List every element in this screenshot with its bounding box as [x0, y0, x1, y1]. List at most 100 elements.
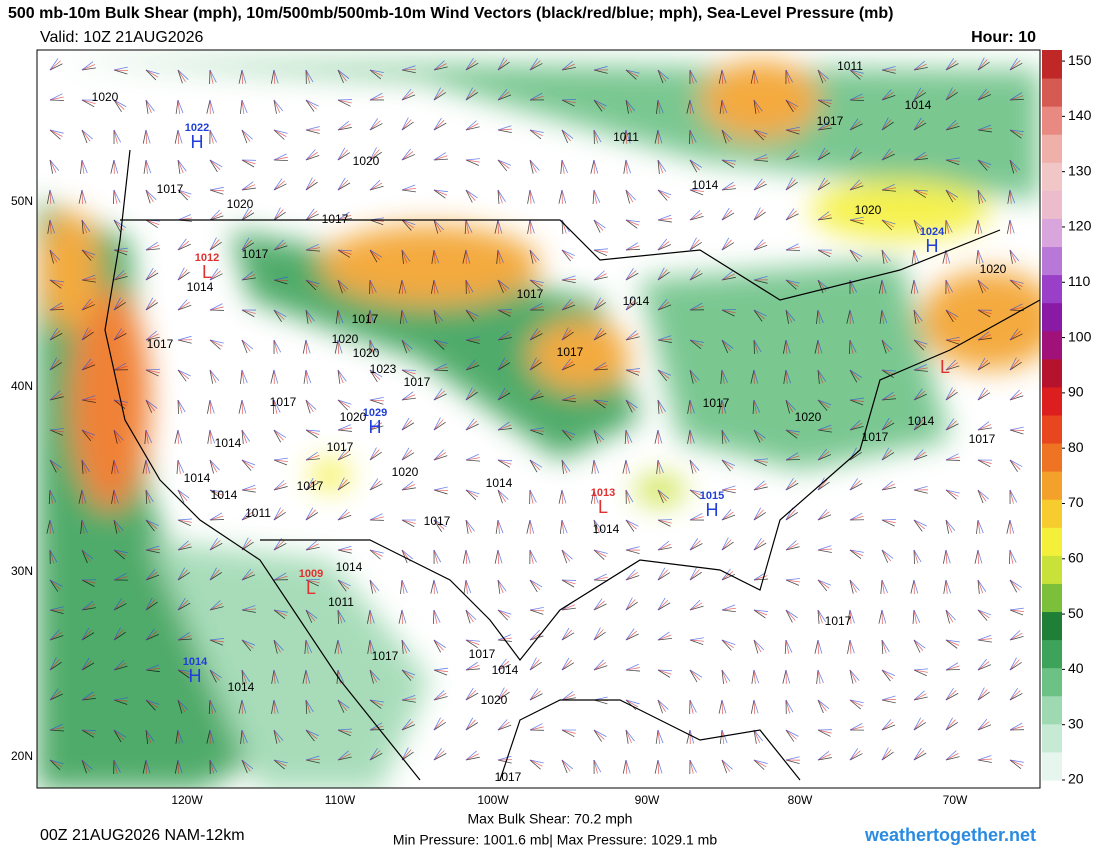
- wind-barb: [849, 422, 863, 431]
- wind-barb: [273, 309, 285, 320]
- wind-barb: [817, 428, 832, 431]
- wind-barb: [721, 541, 734, 551]
- wind-barb: [369, 147, 377, 161]
- wind-barb: [207, 429, 211, 444]
- wind-barb: [49, 429, 64, 436]
- wind-barb: [401, 187, 416, 191]
- wind-barb: [337, 369, 344, 384]
- wind-barb: [49, 759, 61, 771]
- wind-barb: [337, 177, 346, 191]
- wind-barb: [177, 572, 191, 581]
- wind-barb: [497, 660, 510, 671]
- wind-barb: [817, 669, 821, 684]
- wind-barb: [48, 489, 51, 505]
- wind-barb: [721, 639, 736, 645]
- wind-barb: [689, 569, 700, 581]
- wind-barb: [337, 339, 343, 354]
- wind-barb: [625, 519, 639, 527]
- wind-barb: [465, 579, 472, 594]
- wind-barb: [689, 69, 698, 83]
- wind-barb: [945, 389, 956, 401]
- wind-barb: [561, 189, 567, 204]
- wind-barb: [49, 606, 64, 611]
- wind-barb: [977, 124, 992, 131]
- wind-barb: [913, 519, 927, 527]
- wind-barb: [113, 519, 124, 531]
- wind-barb: [977, 189, 980, 204]
- wind-barb: [367, 639, 371, 654]
- wind-barb: [49, 302, 63, 311]
- wind-barb: [337, 699, 348, 712]
- wind-barb: [1009, 129, 1024, 133]
- center-type: H: [706, 500, 719, 520]
- wind-barb: [49, 659, 60, 671]
- wind-barb: [689, 273, 703, 281]
- wind-barb: [593, 662, 607, 671]
- colorbar-label: 120: [1068, 218, 1092, 234]
- wind-barb: [689, 669, 703, 678]
- wind-barb: [657, 369, 668, 382]
- wind-barb: [49, 519, 55, 534]
- wind-barb: [689, 516, 704, 521]
- wind-barb: [401, 121, 414, 131]
- wind-barb: [369, 549, 384, 554]
- wind-barb: [337, 609, 339, 625]
- wind-barb: [337, 249, 352, 255]
- wind-barb: [113, 600, 125, 611]
- wind-barb: [593, 659, 604, 671]
- wind-barb: [369, 369, 378, 383]
- wind-barb: [337, 309, 341, 324]
- wind-barb: [849, 639, 852, 654]
- wind-barb: [561, 159, 565, 174]
- wind-barb: [49, 93, 63, 101]
- wind-barb: [177, 669, 192, 672]
- wind-barb: [337, 69, 347, 82]
- wind-barb: [590, 489, 595, 504]
- wind-barb: [753, 512, 766, 521]
- wind-barb: [945, 423, 959, 431]
- wind-barb: [593, 579, 609, 582]
- wind-barb: [945, 692, 959, 701]
- wind-barb: [1007, 189, 1011, 204]
- wind-barb: [113, 189, 118, 204]
- wind-barb: [721, 609, 736, 613]
- wind-barb: [81, 729, 96, 735]
- wind-barb: [977, 658, 988, 671]
- wind-barb: [753, 537, 762, 551]
- wind-barb: [145, 368, 161, 371]
- wind-barb: [593, 129, 599, 144]
- wind-barb: [369, 579, 374, 594]
- wind-barb: [593, 189, 601, 203]
- wind-barb: [657, 301, 670, 311]
- wind-barb: [881, 119, 892, 131]
- wind-barb: [497, 421, 510, 431]
- wind-barb: [209, 209, 221, 221]
- wind-barb: [337, 339, 340, 355]
- wind-barb: [721, 309, 735, 317]
- wind-barb: [753, 154, 768, 161]
- wind-barb: [529, 657, 537, 671]
- wind-barb: [529, 159, 537, 173]
- wind-barb: [817, 448, 828, 461]
- wind-barb: [785, 179, 796, 191]
- wind-barb: [529, 189, 535, 204]
- wind-barb: [785, 578, 800, 581]
- wind-barb: [497, 57, 505, 71]
- wind-barb: [401, 184, 416, 191]
- wind-barb: [49, 159, 60, 172]
- wind-barb: [49, 428, 64, 431]
- wind-barb: [369, 639, 375, 654]
- wind-barb: [145, 599, 156, 611]
- wind-barb: [785, 477, 794, 491]
- wind-barb: [433, 455, 448, 461]
- wind-barb: [657, 269, 668, 281]
- wind-barb: [849, 339, 854, 354]
- wind-barb: [945, 753, 959, 761]
- wind-barb: [817, 545, 832, 551]
- wind-barb: [433, 696, 448, 701]
- wind-barb: [625, 336, 640, 341]
- wind-barb: [433, 339, 448, 344]
- wind-barb: [145, 333, 159, 341]
- wind-barb: [817, 511, 830, 521]
- wind-barb: [81, 579, 95, 587]
